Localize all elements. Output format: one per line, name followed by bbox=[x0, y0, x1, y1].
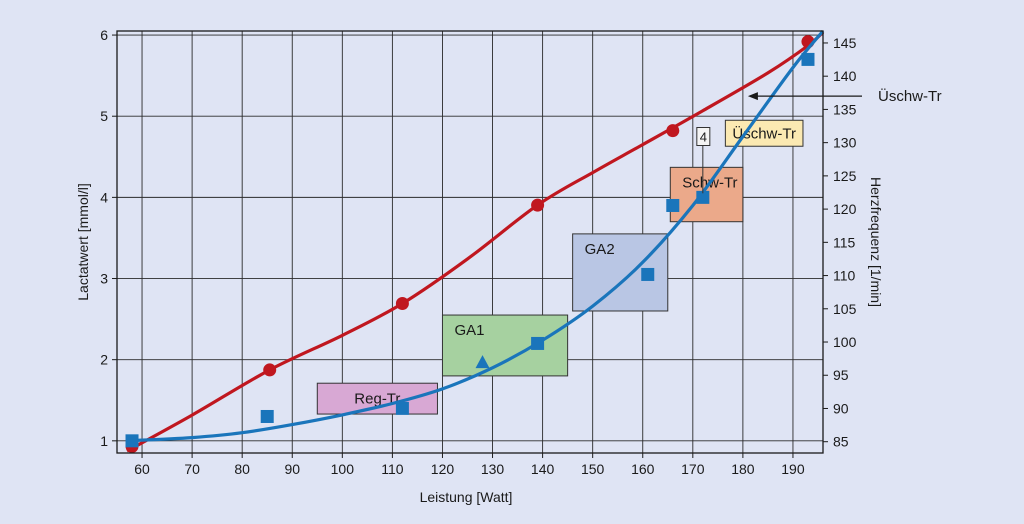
zone-box bbox=[441, 314, 569, 377]
lactate-point bbox=[260, 409, 274, 423]
plot-area bbox=[117, 31, 823, 453]
left-tick-label: 6 bbox=[100, 27, 108, 43]
right-tick-label: 85 bbox=[833, 434, 849, 450]
hr-point bbox=[395, 296, 409, 310]
zone-label: GA1 bbox=[454, 322, 484, 339]
right-tick-label: 120 bbox=[833, 201, 857, 217]
x-tick-label: 90 bbox=[284, 461, 300, 477]
grid bbox=[117, 31, 823, 453]
lactate-point bbox=[531, 336, 545, 350]
x-tick-label: 140 bbox=[531, 461, 555, 477]
right-axis-title: Herzfrequenz [1/min] bbox=[868, 177, 884, 307]
zone-label: Reg-Tr bbox=[354, 391, 400, 408]
zone-box bbox=[316, 382, 438, 415]
marker-4-label: 4 bbox=[700, 130, 707, 145]
left-tick-label: 3 bbox=[100, 271, 108, 287]
x-tick-label: 70 bbox=[184, 461, 200, 477]
series-line-lactatwert bbox=[126, 29, 825, 443]
lactate-point bbox=[666, 198, 680, 212]
left-tick-label: 1 bbox=[100, 433, 108, 449]
axes: 60 70 80 90 100 110 120 130 140 150 160 170 180 19012… bbox=[100, 27, 856, 477]
x-tick-label: 110 bbox=[381, 461, 404, 477]
right-tick-label: 90 bbox=[833, 400, 849, 416]
x-tick-label: 80 bbox=[234, 461, 250, 477]
lactate-point bbox=[696, 190, 710, 204]
right-tick-label: 130 bbox=[833, 135, 857, 151]
right-tick-label: 110 bbox=[833, 268, 856, 284]
uschw-arrow-head bbox=[747, 92, 758, 101]
x-tick-label: 170 bbox=[681, 461, 705, 477]
data-series bbox=[125, 29, 825, 453]
right-tick-label: 145 bbox=[833, 35, 857, 51]
lactate-point bbox=[641, 267, 655, 281]
x-tick-label: 130 bbox=[481, 461, 505, 477]
uschw-arrow-label: Üschw-Tr bbox=[878, 87, 942, 105]
lactate-point bbox=[801, 52, 815, 66]
hr-point bbox=[666, 124, 680, 138]
right-tick-label: 135 bbox=[833, 101, 857, 117]
x-tick-label: 150 bbox=[581, 461, 605, 477]
x-tick-label: 190 bbox=[781, 461, 805, 477]
x-tick-label: 180 bbox=[731, 461, 755, 477]
zone-label: GA2 bbox=[585, 241, 615, 258]
left-tick-label: 5 bbox=[100, 108, 108, 124]
lactate-point-triangle bbox=[475, 355, 490, 369]
left-axis-title: Lactatwert [mmol/l] bbox=[75, 183, 91, 300]
right-tick-label: 100 bbox=[833, 334, 857, 350]
right-tick-label: 105 bbox=[833, 301, 857, 317]
right-tick-label: 115 bbox=[833, 234, 856, 250]
hr-point bbox=[263, 363, 277, 377]
left-tick-label: 4 bbox=[100, 189, 108, 205]
lactate-point bbox=[395, 401, 409, 415]
x-tick-label: 160 bbox=[631, 461, 655, 477]
right-tick-label: 95 bbox=[833, 367, 849, 383]
hr-point bbox=[531, 198, 545, 212]
annotations: 4 Üschw-Tr bbox=[696, 87, 942, 194]
lactate-point bbox=[125, 434, 139, 448]
x-tick-label: 100 bbox=[331, 461, 355, 477]
x-tick-label: 60 bbox=[134, 461, 150, 477]
left-tick-label: 2 bbox=[100, 352, 108, 368]
right-tick-label: 140 bbox=[833, 68, 857, 84]
x-tick-label: 120 bbox=[431, 461, 455, 477]
x-axis-title: Leistung [Watt] bbox=[420, 489, 513, 505]
right-tick-label: 125 bbox=[833, 168, 857, 184]
